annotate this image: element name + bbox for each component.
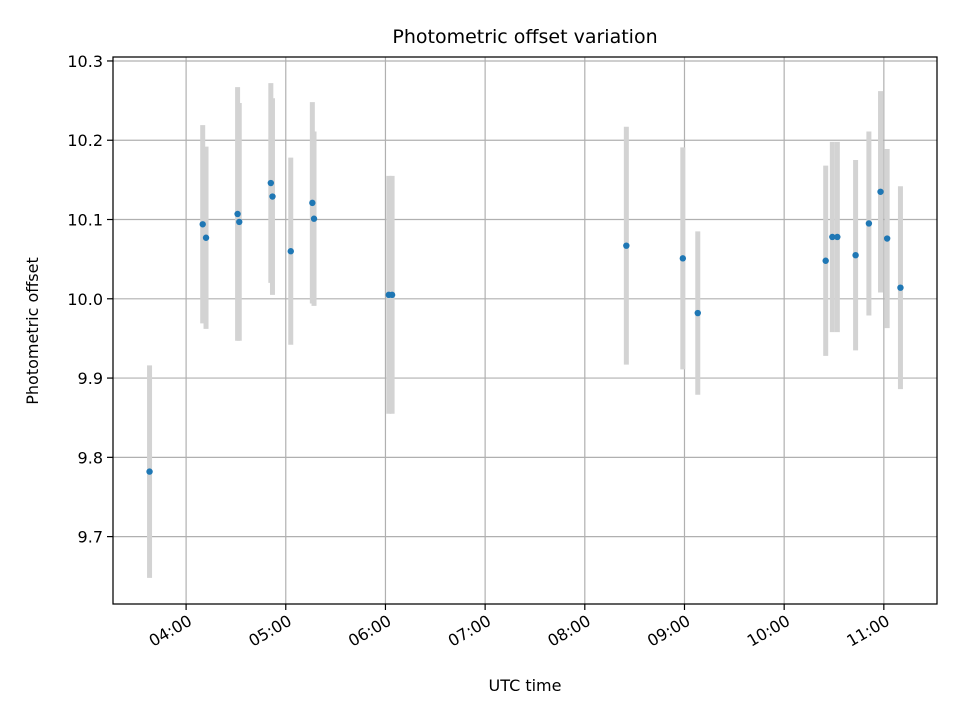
data-point xyxy=(234,210,241,218)
data-point xyxy=(287,248,294,255)
data-point xyxy=(388,291,396,299)
data-point xyxy=(269,193,276,200)
data-point xyxy=(623,242,630,249)
data-point xyxy=(822,257,829,264)
data-point xyxy=(146,468,153,475)
data-point xyxy=(852,251,859,259)
data-point xyxy=(865,220,873,227)
data-point xyxy=(309,199,316,207)
plot-frame xyxy=(112,56,938,605)
y-axis-label: Photometric offset xyxy=(23,257,42,405)
data-point xyxy=(236,218,243,226)
data-point xyxy=(199,221,206,228)
y-tick-label: 10.2 xyxy=(67,131,103,150)
y-tick-label: 10.3 xyxy=(67,52,103,71)
data-point xyxy=(694,309,701,317)
y-tick-label: 10.0 xyxy=(67,290,103,309)
data-point xyxy=(679,255,687,262)
chart-title: Photometric offset variation xyxy=(392,26,657,48)
data-point xyxy=(310,215,318,222)
data-point xyxy=(883,235,891,242)
y-axis-ticks: 9.7 9.8 9.9 10.0 10.1 10.2 10.3 xyxy=(67,52,113,547)
data-points xyxy=(146,179,904,475)
data-point xyxy=(897,284,904,291)
y-tick-label: 9.8 xyxy=(78,448,103,467)
data-point xyxy=(829,233,836,241)
data-point xyxy=(202,234,210,241)
data-point xyxy=(877,188,884,195)
y-tick-label: 9.7 xyxy=(78,528,103,547)
data-point xyxy=(267,179,275,187)
y-tick-label: 9.9 xyxy=(78,369,103,388)
data-point xyxy=(834,233,841,241)
y-tick-label: 10.1 xyxy=(67,211,103,230)
x-axis-label: UTC time xyxy=(489,676,562,695)
